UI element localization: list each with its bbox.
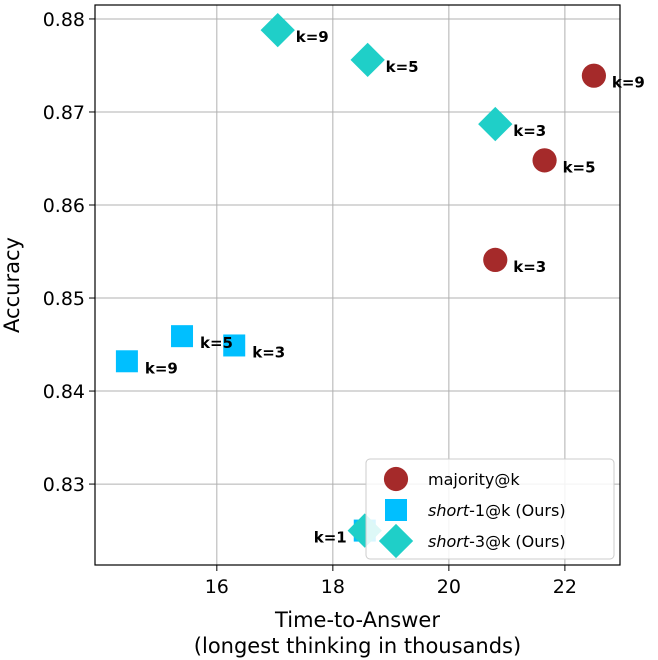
grid [95,5,620,565]
y-tick-label: 0.85 [43,288,85,310]
x-axis-label-sub: (longest thinking in thousands) [194,634,521,658]
y-tick-label: 0.83 [43,474,85,496]
legend-diamond-marker [378,523,414,559]
legend: majority@k short-1@k (Ours) short-3@k (Our… [365,458,615,560]
point-label: k=5 [563,158,596,176]
x-tick-label: 16 [205,576,229,598]
square-marker [115,350,138,373]
legend-box [365,458,615,560]
plot-frame [94,4,621,566]
diamond-marker [260,12,295,48]
x-tick-label: 18 [321,576,345,598]
point-label: k=5 [386,58,419,76]
point-label: k=9 [296,28,329,46]
point-label: k=3 [252,343,285,361]
y-tick-label: 0.88 [43,9,85,31]
legend-entry: short-3@k (Ours) [428,532,566,551]
legend-square-marker [385,499,407,521]
y-tick-label: 0.86 [43,195,85,217]
x-tick-label: 20 [437,576,461,598]
legend-circle-marker [383,466,409,492]
square-marker [223,334,246,357]
axis-ticks: 16 18 20 22 0.83 0.84 0.85 0.86 0.87 0.88 [43,9,577,598]
point-label: k=3 [513,258,546,276]
legend-entry: majority@k [428,470,520,489]
point-label: k=9 [145,359,178,377]
y-tick-label: 0.84 [43,381,85,403]
circle-marker [483,247,508,272]
x-axis-label: Time-to-Answer [274,608,440,632]
square-marker [171,325,194,348]
diamond-marker [478,106,513,142]
legend-entry: short-1@k (Ours) [428,501,566,520]
circle-marker [532,148,557,173]
x-tick-label: 22 [553,576,577,598]
point-label: k=1 [314,529,347,547]
point-label: k=5 [200,334,233,352]
point-label: k=9 [612,74,645,92]
point-label: k=3 [513,122,546,140]
diamond-marker [350,42,385,78]
y-axis-label: Accuracy [0,237,24,333]
data-points [115,12,606,548]
y-tick-label: 0.87 [43,102,85,124]
circle-marker [581,63,606,88]
